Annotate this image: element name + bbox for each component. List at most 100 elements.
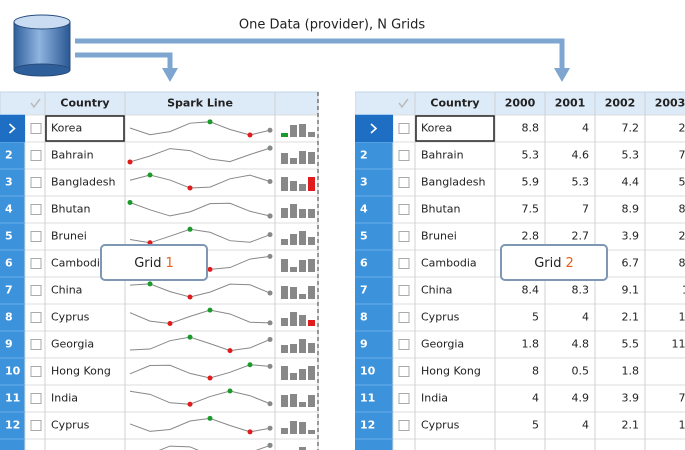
- row-bg: [24, 357, 319, 386]
- mini-bar: [281, 318, 288, 326]
- grid-label-text: Grid: [534, 256, 561, 271]
- row-number: 12: [5, 419, 20, 432]
- row-checkbox[interactable]: [398, 420, 410, 431]
- value-cell: 5.9: [522, 176, 540, 189]
- row-checkbox[interactable]: [30, 312, 42, 323]
- row-checkbox[interactable]: [30, 366, 42, 377]
- spark-high: [147, 281, 153, 287]
- spark-last: [267, 290, 273, 296]
- row-checkbox[interactable]: [398, 366, 410, 377]
- sparkline: [129, 147, 271, 163]
- flow-arrows: [75, 38, 565, 70]
- value-cell: 5.: [679, 176, 685, 189]
- row-checkbox[interactable]: [398, 177, 410, 188]
- mini-bar: [308, 237, 315, 245]
- country-cell: Korea: [421, 122, 452, 135]
- country-cell: Cyprus: [51, 311, 90, 324]
- row-checkbox[interactable]: [30, 420, 42, 431]
- country-cell: Hong Kong: [51, 365, 111, 378]
- row-checkbox[interactable]: [398, 393, 410, 404]
- spark-low: [187, 401, 193, 407]
- spark-high: [127, 200, 133, 206]
- spark-last: [267, 145, 273, 151]
- value-cell: 4: [582, 122, 589, 135]
- row-number: 6: [5, 257, 13, 270]
- value-cell: 1.8: [522, 338, 540, 351]
- row-number: 4: [360, 203, 368, 216]
- row-bg: [392, 384, 685, 413]
- row-checkbox[interactable]: [30, 258, 42, 269]
- row-checkbox[interactable]: [398, 339, 410, 350]
- mini-bar: [308, 209, 315, 218]
- value-cell: 5.3: [622, 149, 640, 162]
- mini-bar: [281, 259, 288, 272]
- row-bg: [392, 330, 685, 359]
- row-checkbox[interactable]: [30, 393, 42, 404]
- row-number-column: [355, 115, 393, 450]
- row-checkbox[interactable]: [30, 339, 42, 350]
- spark-last: [267, 253, 273, 259]
- row-number: 8: [360, 311, 368, 324]
- row-checkbox[interactable]: [30, 177, 42, 188]
- database-icon: [13, 14, 71, 77]
- value-cell: 1.: [679, 419, 685, 432]
- value-cell: 8: [532, 365, 539, 378]
- row-checkbox[interactable]: [398, 204, 410, 215]
- sparkline: [129, 283, 271, 298]
- country-cell: India: [421, 392, 448, 405]
- row-number: 9: [360, 338, 368, 351]
- mini-bar: [299, 294, 306, 299]
- header-bg: [0, 91, 319, 116]
- value-cell: 5: [532, 311, 539, 324]
- row-checkbox[interactable]: [30, 204, 42, 215]
- mini-bar: [308, 132, 315, 137]
- spark-last: [267, 127, 273, 133]
- value-cell: 7.: [679, 392, 685, 405]
- row-bg: [24, 384, 319, 413]
- grid-label: Grid 2: [534, 256, 574, 271]
- arrow-head: [162, 68, 178, 82]
- value-cell: 5.5: [622, 338, 640, 351]
- spark-last: [267, 213, 273, 219]
- row-number: 11: [5, 392, 20, 405]
- row-checkbox[interactable]: [30, 231, 42, 242]
- mini-bar: [281, 428, 288, 434]
- mini-bar: [281, 208, 288, 218]
- row-bg: [392, 438, 685, 450]
- row-checkbox[interactable]: [398, 285, 410, 296]
- spark-high: [207, 119, 213, 125]
- row-indicator: [8, 123, 16, 134]
- mini-bar: [281, 286, 288, 299]
- spark-low: [187, 185, 193, 191]
- row-checkbox[interactable]: [398, 258, 410, 269]
- value-cell: 2.8: [522, 230, 540, 243]
- row-checkbox[interactable]: [30, 285, 42, 296]
- country-cell: Bhutan: [421, 203, 461, 216]
- country-cell: Hong Kong: [421, 365, 481, 378]
- mini-bar: [308, 343, 315, 353]
- row-bg: [392, 411, 685, 440]
- row-checkbox[interactable]: [398, 231, 410, 242]
- spark-low: [247, 429, 253, 435]
- row-checkbox[interactable]: [398, 150, 410, 161]
- row-number: 9: [5, 338, 13, 351]
- country-cell: China: [421, 284, 452, 297]
- spark-last: [267, 179, 273, 185]
- spark-last: [267, 336, 273, 342]
- row-checkbox[interactable]: [398, 312, 410, 323]
- row-checkbox[interactable]: [30, 123, 42, 134]
- mini-bar: [290, 312, 297, 326]
- mini-bar: [290, 344, 297, 353]
- focused-cell: [415, 115, 495, 142]
- row-checkbox[interactable]: [398, 123, 410, 134]
- row-bg: [392, 114, 685, 143]
- mini-bar: [290, 158, 297, 164]
- row-checkbox[interactable]: [30, 150, 42, 161]
- spark-low: [207, 266, 213, 272]
- row-bg: [392, 168, 685, 197]
- value-cell: 4: [582, 419, 589, 432]
- country-cell: Cyprus: [421, 419, 460, 432]
- country-cell: Bangladesh: [421, 176, 486, 189]
- value-cell: 1: [682, 284, 685, 297]
